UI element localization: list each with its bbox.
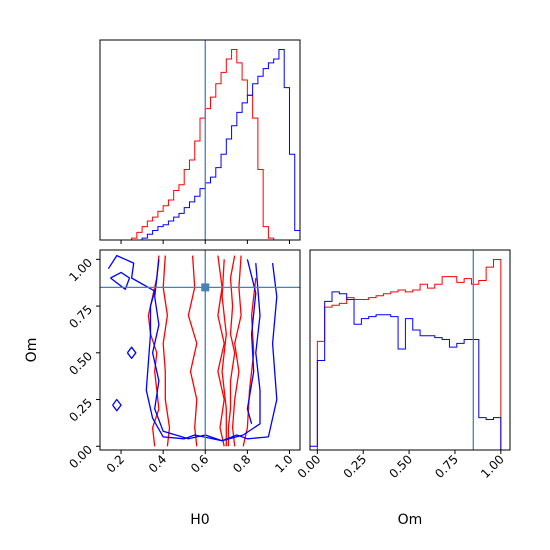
contour-series-1-line-4 [231,255,242,447]
h0-marginal-panel [99,39,301,244]
om-hist-series-2 [310,291,510,450]
contour-x-tick-label: 0.2 [104,452,127,475]
contour-x-tick-label: 0.6 [188,452,211,475]
contour-series-1-line-3 [162,255,171,447]
contour-frame [99,249,301,451]
contour-series-2-line-2 [151,259,261,442]
om-marginal-panel: 0.00 0.25 0.50 0.75 1.00 [295,249,511,481]
contour-y-tick-label: 0.50 [66,349,95,378]
contour-y-tick-label: 1.00 [66,256,95,285]
contour-series-1-line-5 [187,255,198,447]
contour-x-tick-label: 1.0 [272,452,295,475]
contour-series-2-line-6 [110,271,131,290]
contour-y-tick-label: 0.25 [66,396,95,425]
om-hist-frame [309,249,511,451]
contour-series-1-line-7 [221,259,227,447]
contour-y-tick-label: 0.00 [66,442,95,471]
x-axis-label-h0: H0 [190,512,209,528]
om-hist-x-tick-label: 0.75 [432,452,461,481]
x-axis-label-om: Om [398,512,423,528]
contour-y-tick-label: 0.75 [66,302,95,331]
truth-marker [201,283,210,292]
om-hist-x-tick-label: 0.00 [295,452,324,481]
h0-hist-frame [99,39,301,241]
om-hist-x-tick-label: 1.00 [478,452,507,481]
contour-x-tick-label: 0.8 [230,452,253,475]
y-axis-label-om: Om [24,338,40,363]
contour-series-1-line-8 [242,277,257,447]
contour-x-tick-label: 0.4 [146,452,169,475]
contour-series-2-line-4 [112,398,122,412]
h0-hist-series-2 [100,49,300,240]
contour-series-2-line-5 [126,346,137,360]
om-hist-series-1 [310,259,510,450]
h0-om-contour-panel: 0.2 0.4 0.6 0.8 1.0 0.00 0.25 0.50 0.75 1.00 [66,249,301,476]
contour-series-2-line-1 [107,254,278,442]
om-hist-x-tick-label: 0.25 [341,452,370,481]
om-hist-x-tick-label: 0.50 [386,452,415,481]
h0-hist-series-1 [100,49,300,240]
contour-series-1-line-6 [217,255,225,447]
